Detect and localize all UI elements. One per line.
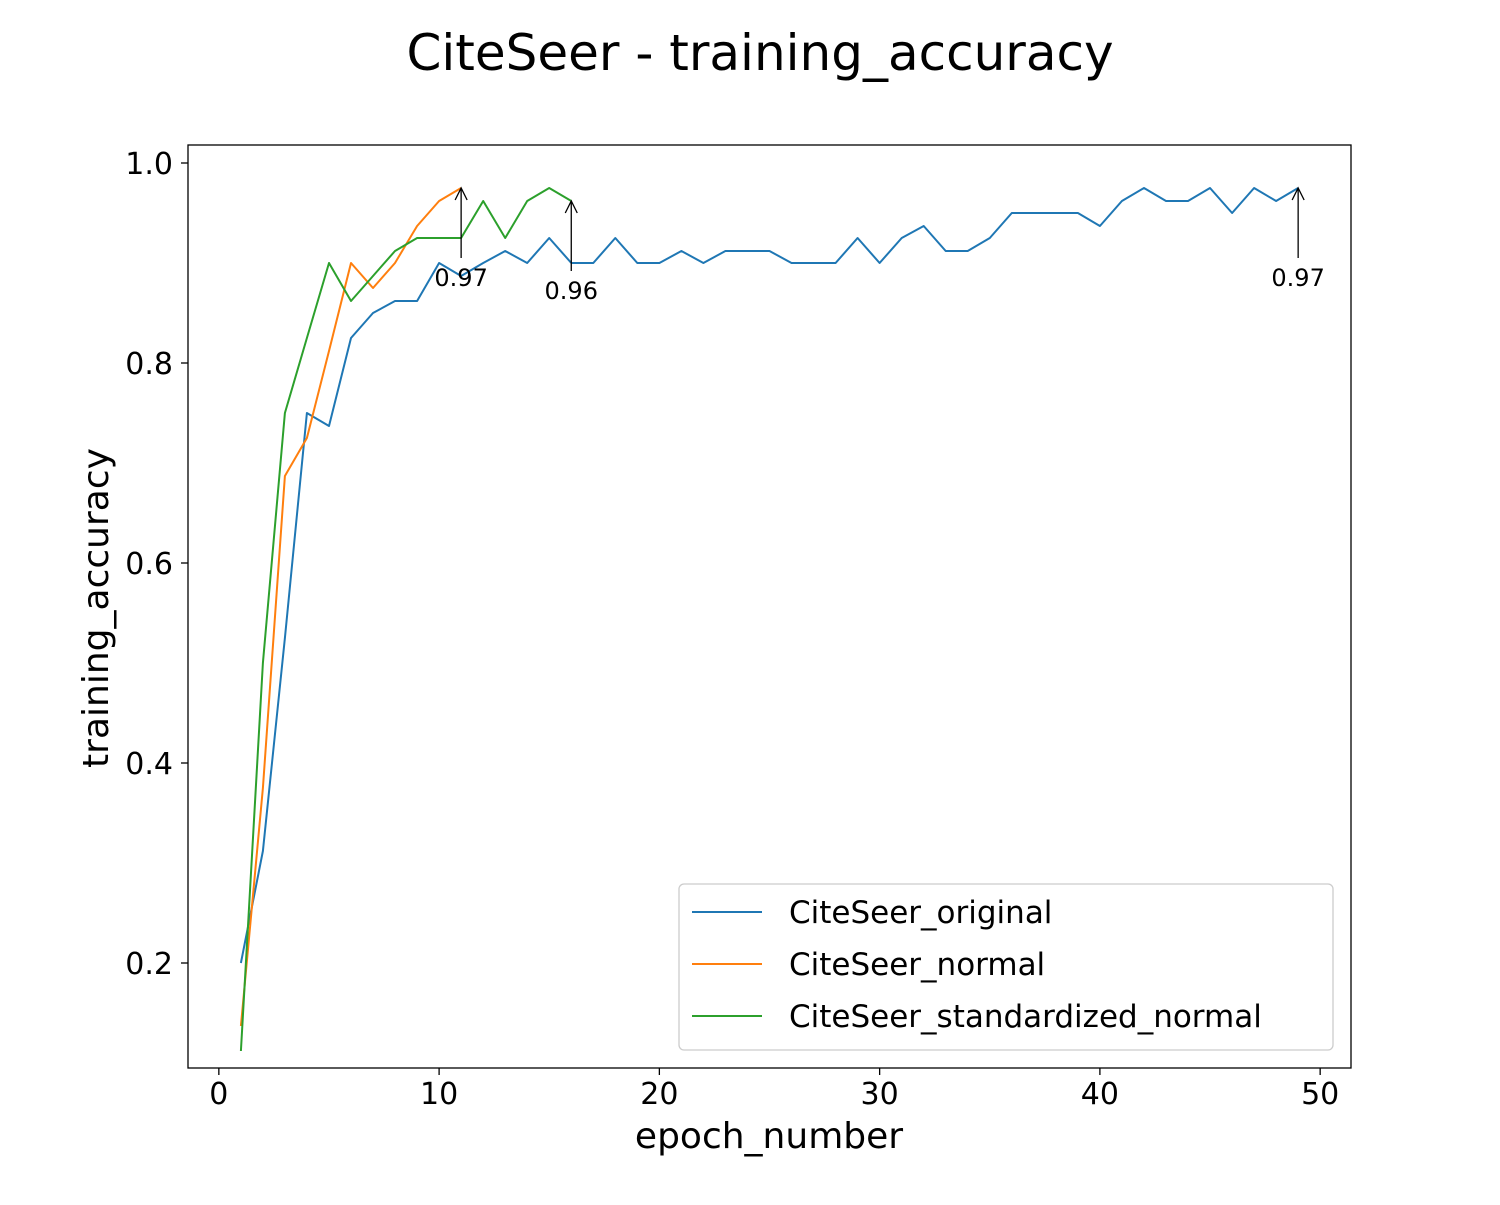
legend-label-normal: CiteSeer_normal	[789, 947, 1045, 983]
chart-title: CiteSeer - training_accuracy	[406, 24, 1113, 82]
x-tick-label: 30	[861, 1077, 899, 1112]
y-tick-label: 1.0	[125, 147, 173, 182]
x-tick-label: 0	[209, 1077, 228, 1112]
y-axis-label: training_accuracy	[76, 448, 117, 768]
legend: CiteSeer_original CiteSeer_normal CiteSe…	[679, 884, 1333, 1050]
legend-label-original: CiteSeer_original	[789, 895, 1052, 931]
annotations: 0.97 0.96 0.97	[434, 188, 1324, 305]
series-line-1	[241, 188, 461, 1026]
x-tick-label: 10	[420, 1077, 458, 1112]
series-line-0	[241, 188, 1298, 963]
x-axis-label: epoch_number	[635, 1116, 903, 1157]
y-tick-label: 0.4	[125, 747, 173, 782]
annotation-label: 0.96	[545, 277, 598, 305]
annotation-label: 0.97	[1271, 264, 1324, 292]
legend-label-standardized-normal: CiteSeer_standardized_normal	[789, 999, 1262, 1035]
y-tick-label: 0.2	[125, 947, 173, 982]
x-tick-label: 50	[1301, 1077, 1339, 1112]
annotation-label: 0.97	[434, 264, 487, 292]
y-tick-label: 0.8	[125, 347, 173, 382]
x-tick-label: 40	[1081, 1077, 1119, 1112]
x-tick-label: 20	[640, 1077, 678, 1112]
y-tick-label: 0.6	[125, 547, 173, 582]
series-line-2	[241, 188, 571, 1051]
